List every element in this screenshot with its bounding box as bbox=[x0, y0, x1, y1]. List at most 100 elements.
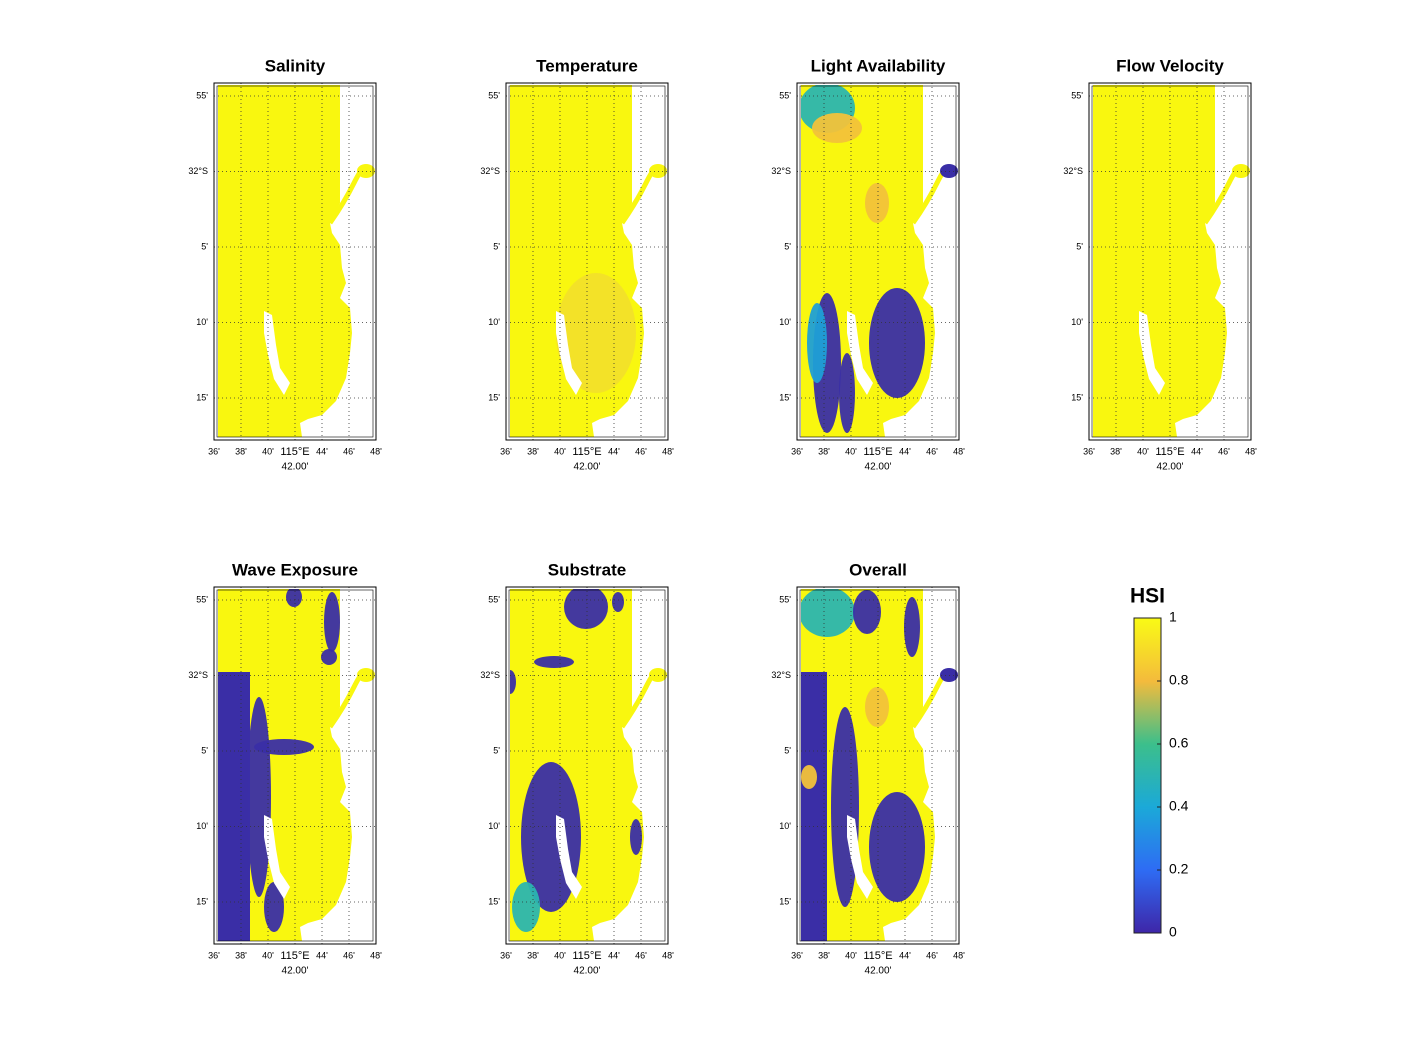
y-tick-label: 5' bbox=[1076, 241, 1083, 251]
habitat-patch bbox=[534, 656, 574, 668]
estuary-lake bbox=[1232, 164, 1250, 178]
x-tick-label: 44' bbox=[1191, 446, 1203, 456]
habitat-patch bbox=[801, 589, 855, 637]
y-tick-label: 15' bbox=[1071, 392, 1083, 402]
x-tick-label: 115°E bbox=[280, 446, 309, 458]
y-tick-label: 15' bbox=[196, 896, 208, 906]
x-tick-label: 46' bbox=[343, 950, 355, 960]
x-sublabel: 42.00' bbox=[574, 966, 601, 977]
land-water bbox=[218, 85, 352, 437]
x-sublabel: 42.00' bbox=[282, 966, 309, 977]
x-tick-label: 36' bbox=[500, 950, 512, 960]
colorbar-tick-label: 0.4 bbox=[1169, 798, 1189, 814]
map-frame-inner bbox=[799, 589, 957, 942]
x-tick-label: 44' bbox=[899, 446, 911, 456]
x-tick-label: 115°E bbox=[863, 446, 892, 458]
map-panel: Temperature 36' 38' 40' 115°E 44' 46' 48' 55' 32°… bbox=[480, 56, 674, 472]
x-tick-label: 36' bbox=[208, 446, 220, 456]
y-tick-label: 55' bbox=[196, 90, 208, 100]
estuary-lake bbox=[649, 164, 667, 178]
y-tick-label: 32°S bbox=[771, 166, 791, 176]
estuary-lake bbox=[357, 164, 375, 178]
x-tick-label: 46' bbox=[1218, 446, 1230, 456]
habitat-patch bbox=[556, 273, 636, 393]
x-tick-label: 46' bbox=[635, 950, 647, 960]
x-tick-label: 48' bbox=[953, 950, 965, 960]
x-tick-label: 46' bbox=[926, 446, 938, 456]
x-tick-label: 48' bbox=[953, 446, 965, 456]
map-frame bbox=[505, 586, 669, 945]
x-tick-label: 44' bbox=[608, 950, 620, 960]
habitat-patch bbox=[247, 697, 271, 897]
y-tick-label: 32°S bbox=[771, 670, 791, 680]
habitat-patch bbox=[510, 670, 516, 694]
colorbar bbox=[1133, 617, 1162, 934]
y-tick-label: 10' bbox=[196, 821, 208, 831]
island bbox=[1139, 311, 1165, 395]
x-tick-label: 115°E bbox=[863, 950, 892, 962]
map-panel: Wave Exposure 36' 38' 40' 115°E 44' 46' 48' 55' 3… bbox=[188, 560, 382, 976]
map-panel: Light Availability 36' 38' 40' 115°E 44' 46' 48… bbox=[771, 56, 965, 472]
map-frame bbox=[796, 82, 960, 441]
map-panel: Overall 36' 38' 40' 115°E 44' 46' 48' 55' 32°S 5' 1… bbox=[771, 560, 965, 976]
habitat-patch bbox=[612, 592, 624, 612]
x-tick-label: 40' bbox=[262, 446, 274, 456]
x-tick-label: 38' bbox=[818, 950, 830, 960]
map-frame-inner bbox=[216, 85, 374, 438]
y-tick-label: 10' bbox=[779, 317, 791, 327]
x-tick-label: 36' bbox=[791, 950, 803, 960]
x-tick-label: 38' bbox=[527, 950, 539, 960]
estuary-lake bbox=[357, 668, 375, 682]
habitat-patch bbox=[564, 589, 608, 629]
habitat-patch bbox=[321, 649, 337, 665]
land-water bbox=[1093, 85, 1227, 437]
x-tick-label: 115°E bbox=[280, 950, 309, 962]
habitat-patch bbox=[254, 739, 314, 755]
habitat-patch bbox=[869, 288, 925, 398]
panel-title: Wave Exposure bbox=[232, 560, 358, 579]
panel-title: Light Availability bbox=[811, 56, 946, 75]
map-frame bbox=[213, 82, 377, 441]
y-tick-label: 55' bbox=[779, 594, 791, 604]
habitat-patch bbox=[865, 183, 889, 223]
map-frame-inner bbox=[508, 589, 666, 942]
habitat-patch bbox=[801, 672, 827, 941]
y-tick-label: 55' bbox=[196, 594, 208, 604]
habitat-patch bbox=[904, 597, 920, 657]
y-tick-label: 32°S bbox=[1063, 166, 1083, 176]
x-sublabel: 42.00' bbox=[865, 966, 892, 977]
island bbox=[556, 815, 582, 899]
y-tick-label: 55' bbox=[488, 90, 500, 100]
habitat-patch bbox=[801, 765, 817, 789]
habitat-patch bbox=[869, 792, 925, 902]
panel-title: Salinity bbox=[265, 56, 326, 75]
map-frame-inner bbox=[508, 85, 666, 438]
estuary-lake bbox=[940, 164, 958, 178]
habitat-patch bbox=[218, 672, 250, 941]
x-tick-label: 46' bbox=[926, 950, 938, 960]
map-frame bbox=[213, 586, 377, 945]
x-tick-label: 115°E bbox=[572, 446, 601, 458]
estuary-lake bbox=[940, 668, 958, 682]
island bbox=[264, 815, 290, 899]
map-frame-inner bbox=[799, 85, 957, 438]
panel-title: Overall bbox=[849, 560, 907, 579]
habitat-patch bbox=[831, 707, 859, 907]
x-tick-label: 40' bbox=[1137, 446, 1149, 456]
x-tick-label: 38' bbox=[1110, 446, 1122, 456]
y-tick-label: 32°S bbox=[480, 166, 500, 176]
habitat-overlay bbox=[556, 273, 636, 393]
x-tick-label: 38' bbox=[527, 446, 539, 456]
x-tick-label: 46' bbox=[343, 446, 355, 456]
y-tick-label: 15' bbox=[779, 896, 791, 906]
y-tick-label: 5' bbox=[493, 745, 500, 755]
map-panel: Flow Velocity 36' 38' 40' 115°E 44' 46' 48' 55' 3… bbox=[1063, 56, 1257, 472]
panel-title: Temperature bbox=[536, 56, 638, 75]
x-tick-label: 40' bbox=[845, 446, 857, 456]
x-tick-label: 48' bbox=[662, 950, 674, 960]
x-tick-label: 40' bbox=[845, 950, 857, 960]
x-tick-label: 48' bbox=[370, 446, 382, 456]
habitat-patch bbox=[807, 303, 827, 383]
y-tick-label: 32°S bbox=[188, 166, 208, 176]
y-tick-label: 32°S bbox=[480, 670, 500, 680]
